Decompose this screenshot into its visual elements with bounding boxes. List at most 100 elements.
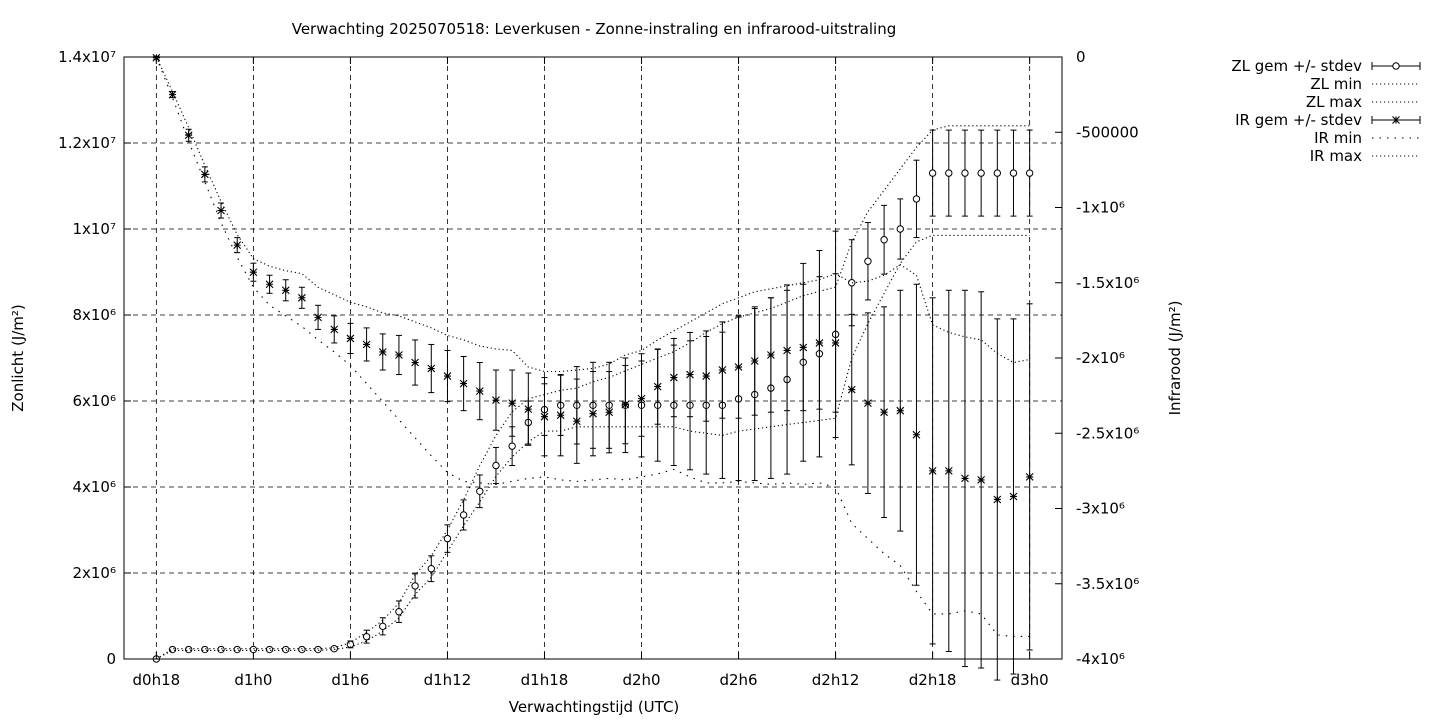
data-point-star [362,340,371,349]
y-tick-label: 0 [106,650,116,668]
x-tick-label: d1h12 [424,671,472,689]
x-tick-label: d1h0 [234,671,272,689]
data-point-star [734,363,743,371]
data-point-star [880,408,888,417]
data-point-star [298,293,306,302]
data-point-star [961,474,969,483]
data-point-circle [977,169,985,177]
data-point-circle [993,169,1002,177]
data-point-circle [184,645,193,654]
legend-label: IR gem +/- stdev [1235,111,1362,129]
data-point-star [200,170,209,179]
data-point-star [572,417,581,426]
y2-tick-label: -2.5x10⁶ [1076,424,1139,442]
y2-tick-label: -4x10⁶ [1076,650,1125,668]
data-point-circle [508,442,516,450]
data-point-circle [265,645,274,654]
series-line [155,56,1030,373]
data-point-star [831,339,840,347]
data-point-star [1009,492,1018,501]
axis-ticks: d0h18 d1h0 d1h6 d1h12 d1h18 d2h0 d2h6 d2h12 d2h1… [58,48,1139,689]
data-point-star [233,241,242,250]
series-2 [156,125,1030,660]
chart-title: Verwachting 2025070518: Leverkusen - Zon… [292,20,897,38]
y-tick-label: 6x10⁶ [72,392,116,410]
y-tick-label: 1x10⁷ [72,220,116,238]
data-point-star [912,430,921,439]
data-point-circle [395,608,403,616]
data-point-star [653,382,662,391]
data-point-star [395,351,403,359]
data-point-star [750,357,759,365]
data-point-star [977,476,986,484]
data-point-circle [1009,169,1018,177]
data-point-star [378,348,387,356]
data-point-circle [880,236,888,244]
y2-tick-label: -500000 [1076,123,1139,141]
grid [124,57,1062,659]
data-point-circle [864,257,872,265]
data-point-star [217,206,225,215]
data-point-star [1392,116,1400,124]
data-point-circle [1392,62,1400,70]
data-point-circle [427,565,435,573]
data-point-circle [1025,169,1034,177]
y-tick-label: 4x10⁶ [72,478,116,496]
y-tick-label: 1.4x10⁷ [58,48,116,66]
y-tick-label: 1.2x10⁷ [58,134,116,152]
series-3 [152,53,1034,681]
data-point-star [783,346,791,355]
data-point-star [330,325,339,334]
x-tick-label: d2h12 [812,671,860,689]
data-point-star [168,90,177,99]
data-point-star [864,399,872,408]
data-point-circle [848,279,856,287]
data-point-star [767,351,775,359]
data-point-star [249,268,258,277]
data-point-star [815,339,824,347]
x-tick-label: d2h0 [622,671,660,689]
x-tick-label: d2h18 [909,671,957,689]
data-point-star [928,466,937,475]
y-tick-label: 2x10⁶ [72,564,116,582]
data-point-circle [896,225,904,233]
y2-tick-label: -2x10⁶ [1076,349,1125,367]
legend-label: IR max [1310,147,1362,165]
data-point-star [265,280,274,289]
x-tick-label: d2h6 [719,671,757,689]
data-point-circle [492,461,500,470]
data-point-star [459,379,468,388]
data-point-circle [411,582,419,590]
legend-label: ZL min [1310,75,1362,93]
data-point-circle [330,644,338,653]
plot-area [152,53,1034,681]
data-point-circle [912,195,921,203]
y2-tick-label: 0 [1076,48,1086,66]
data-point-star [346,334,355,343]
series-4 [155,56,1030,637]
data-point-star [621,400,630,409]
x-axis-label: Verwachtingstijd (UTC) [509,698,680,716]
data-point-star [443,372,452,380]
y2-axis-label: Infrarood (J/m²) [1166,301,1184,416]
data-point-star [1025,473,1034,481]
legend-label: IR min [1314,129,1362,147]
data-point-circle [362,632,371,641]
data-point-star [411,358,419,367]
data-point-star [314,313,322,322]
series-line [155,56,1030,637]
data-point-star [184,131,193,140]
data-point-star [475,387,484,395]
data-point-circle [443,534,452,543]
data-point-star [847,385,856,394]
y2-tick-label: -1.5x10⁶ [1076,274,1139,292]
data-point-star [637,394,646,403]
y-tick-label: 8x10⁶ [72,306,116,324]
data-point-star [492,396,500,405]
data-point-circle [249,645,258,654]
series-5 [155,56,1030,373]
data-point-circle [928,169,937,177]
y2-tick-label: -1x10⁶ [1076,199,1125,217]
data-point-star [686,370,694,379]
